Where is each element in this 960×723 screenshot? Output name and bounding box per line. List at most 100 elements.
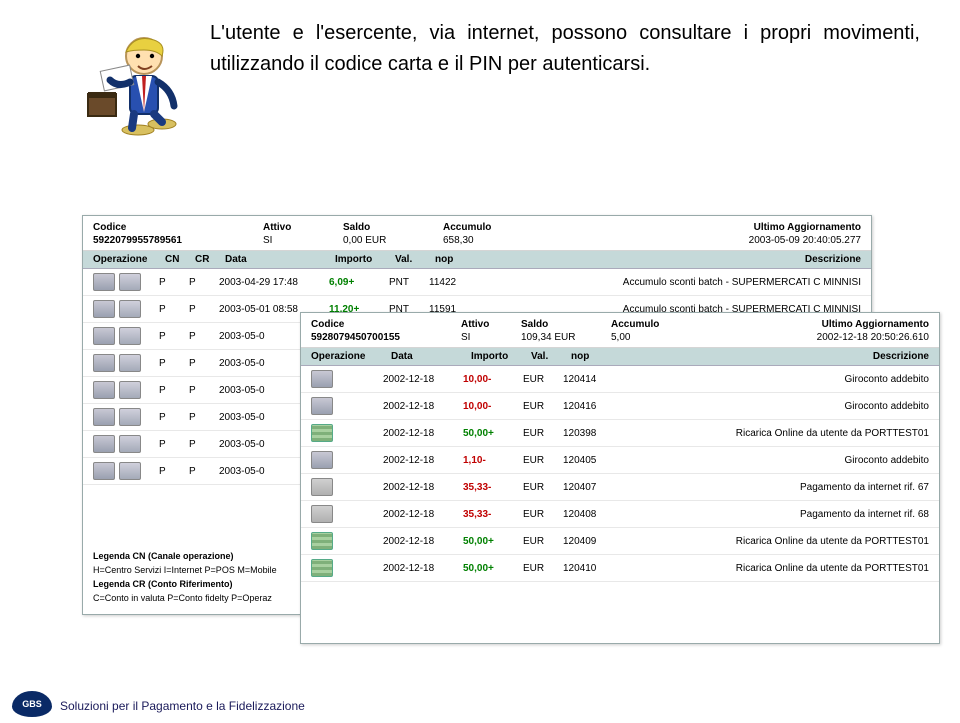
val-attivo: SI (263, 235, 343, 246)
row-icon (311, 505, 333, 523)
row-icon (311, 424, 333, 442)
col-desc: Descrizione (873, 351, 929, 362)
cell-desc: Ricarica Online da utente da PORTTEST01 (736, 563, 929, 574)
pos-icon (119, 273, 141, 291)
col-op: Operazione (311, 351, 391, 362)
table-row: 2002-12-181,10-EUR120405Giroconto addebi… (301, 447, 939, 474)
col-op: Operazione (93, 254, 165, 265)
cell-nop: 120407 (563, 482, 623, 493)
cell-desc: Giroconto addebito (844, 374, 929, 385)
row-icon (311, 397, 333, 415)
mascot-clipart (74, 16, 184, 136)
pos-icon (119, 381, 141, 399)
cell-val: EUR (523, 455, 563, 466)
legend-cr-title: Legenda CR (Conto Riferimento) (93, 578, 277, 592)
col-saldo: Saldo (343, 222, 443, 233)
cell-data: 2002-12-18 (383, 563, 463, 574)
pos-icon (119, 408, 141, 426)
col-codice: Codice (311, 319, 461, 330)
cell-data: 2002-12-18 (383, 401, 463, 412)
cell-cn: P (159, 466, 189, 477)
cell-val: EUR (523, 482, 563, 493)
cell-desc: Pagamento da internet rif. 67 (800, 482, 929, 493)
table-row: 2002-12-1810,00-EUR120416Giroconto addeb… (301, 393, 939, 420)
cell-val: PNT (389, 277, 429, 288)
row-icon (311, 532, 333, 550)
cell-nop: 120405 (563, 455, 623, 466)
ops-header-row: Operazione CN CR Data Importo Val. nop D… (83, 251, 871, 269)
val-ultimo: 2003-05-09 20:40:05.277 (749, 235, 861, 246)
cell-cr: P (189, 358, 219, 369)
cell-data: 2002-12-18 (383, 482, 463, 493)
col-val: Val. (395, 254, 435, 265)
pos-icon (119, 327, 141, 345)
cell-importo: 35,33- (463, 509, 523, 520)
logo-badge: GBS (12, 691, 52, 717)
cell-nop: 120398 (563, 428, 623, 439)
val-saldo: 0,00 EUR (343, 235, 443, 246)
footer-text: Soluzioni per il Pagamento e la Fidelizz… (60, 699, 305, 713)
col-importo: Importo (471, 351, 531, 362)
cell-cn: P (159, 412, 189, 423)
cell-importo: 6,09+ (329, 277, 389, 288)
row-icon (311, 478, 333, 496)
col-codice: Codice (93, 222, 263, 233)
table-row: 2002-12-1850,00+EUR120410Ricarica Online… (301, 555, 939, 582)
col-nop: nop (435, 254, 485, 265)
cell-cn: P (159, 331, 189, 342)
cell-desc: Ricarica Online da utente da PORTTEST01 (736, 428, 929, 439)
col-accumulo: Accumulo (443, 222, 573, 233)
cell-importo: 50,00+ (463, 563, 523, 574)
table-row: 2002-12-1850,00+EUR120409Ricarica Online… (301, 528, 939, 555)
pos-icon (119, 354, 141, 372)
summary-value-row: 5922079955789561 SI 0,00 EUR 658,30 2003… (83, 234, 871, 251)
cell-cr: P (189, 412, 219, 423)
cell-importo: 50,00+ (463, 536, 523, 547)
cell-cr: P (189, 466, 219, 477)
cell-importo: 35,33- (463, 482, 523, 493)
cell-val: EUR (523, 428, 563, 439)
pos-icon (93, 435, 115, 453)
cell-data: 2003-04-29 17:48 (219, 277, 329, 288)
cell-val: EUR (523, 563, 563, 574)
cell-importo: 10,00- (463, 401, 523, 412)
pos-icon (93, 273, 115, 291)
val-ultimo: 2002-12-18 20:50:26.610 (817, 332, 929, 343)
cell-cn: P (159, 277, 189, 288)
cell-data: 2002-12-18 (383, 428, 463, 439)
ops-header-row: Operazione Data Importo Val. nop Descriz… (301, 348, 939, 366)
cell-val: EUR (523, 509, 563, 520)
legend-cn-text: H=Centro Servizi I=Internet P=POS M=Mobi… (93, 564, 277, 578)
cell-nop: 120408 (563, 509, 623, 520)
movements-panel-front: Codice Attivo Saldo Accumulo Ultimo Aggi… (300, 312, 940, 644)
col-ultimo: Ultimo Aggiornamento (754, 222, 861, 233)
cell-desc: Giroconto addebito (844, 401, 929, 412)
val-codice: 5922079955789561 (93, 235, 263, 246)
table-row: 2002-12-1850,00+EUR120398Ricarica Online… (301, 420, 939, 447)
pos-icon (119, 462, 141, 480)
val-accumulo: 5,00 (611, 332, 701, 343)
pos-icon (93, 327, 115, 345)
summary-header-row: Codice Attivo Saldo Accumulo Ultimo Aggi… (83, 216, 871, 234)
val-saldo: 109,34 EUR (521, 332, 611, 343)
col-data: Data (391, 351, 471, 362)
table-row: 2002-12-1835,33-EUR120407 Pagamento da in… (301, 474, 939, 501)
pos-icon (93, 462, 115, 480)
pos-icon (93, 408, 115, 426)
cell-cr: P (189, 439, 219, 450)
legend-cr-text: C=Conto in valuta P=Conto fidelty P=Oper… (93, 592, 277, 606)
legend-block: Legenda CN (Canale operazione) H=Centro … (93, 550, 277, 606)
table-row: 2002-12-1810,00-EUR120414Giroconto addeb… (301, 366, 939, 393)
cell-data: 2002-12-18 (383, 374, 463, 385)
summary-header-row: Codice Attivo Saldo Accumulo Ultimo Aggi… (301, 313, 939, 331)
cell-val: EUR (523, 374, 563, 385)
row-icon (311, 370, 333, 388)
val-codice: 5928079450700155 (311, 332, 461, 343)
cell-desc: Pagamento da internet rif. 68 (800, 509, 929, 520)
col-desc: Descrizione (805, 254, 861, 265)
cell-val: EUR (523, 401, 563, 412)
pos-icon (119, 300, 141, 318)
cell-val: EUR (523, 536, 563, 547)
cell-cr: P (189, 304, 219, 315)
cell-desc: Giroconto addebito (844, 455, 929, 466)
